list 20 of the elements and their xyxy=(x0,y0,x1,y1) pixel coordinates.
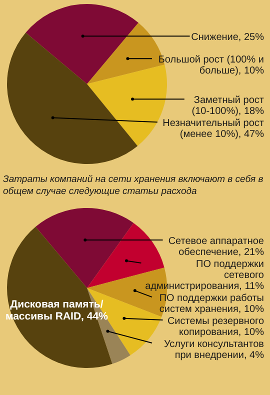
slice-label: Сетевое аппаратное обеспечение, 21% xyxy=(168,236,264,258)
pie-slice xyxy=(26,4,138,84)
slice-label: Большой рост (100% и больше), 10% xyxy=(158,54,264,77)
leader-pointer: Системы резервного копирования, 10% xyxy=(122,316,264,338)
leader-pointer: Сетевое аппаратное обеспечение, 21% xyxy=(84,236,264,258)
slice-label: Системы резервного копирования, 10% xyxy=(167,316,264,338)
leader-pointer: ПО поддержки сетевого администрирования, 11% xyxy=(125,259,264,292)
leader-pointer: Снижение, 25% xyxy=(81,32,264,44)
leader-pointer: Большой рост (100% и больше), 10% xyxy=(126,54,264,77)
leader-pointer: Заметный рост (10-100%), 18% xyxy=(131,95,264,118)
slice-label: Заметный рост (10-100%), 18% xyxy=(192,95,264,118)
pie-slice xyxy=(36,208,134,288)
slice-label: Услуги консультантов при внедрении, 4% xyxy=(164,339,264,362)
chart-title: Затраты компаний на сети хранения включают в себя в общем случае следующие статьи расхода xyxy=(2,173,264,199)
slice-label: ПО поддержки работы систем хранения, 10% xyxy=(159,293,264,316)
pie-slice xyxy=(7,226,112,368)
pie-slice xyxy=(7,32,138,164)
slice-label: Незначительный рост (менее 10%), 47% xyxy=(162,118,264,140)
leader-pointer: Незначительный рост (менее 10%), 47% xyxy=(51,116,264,140)
slice-label: Снижение, 25% xyxy=(191,32,264,44)
